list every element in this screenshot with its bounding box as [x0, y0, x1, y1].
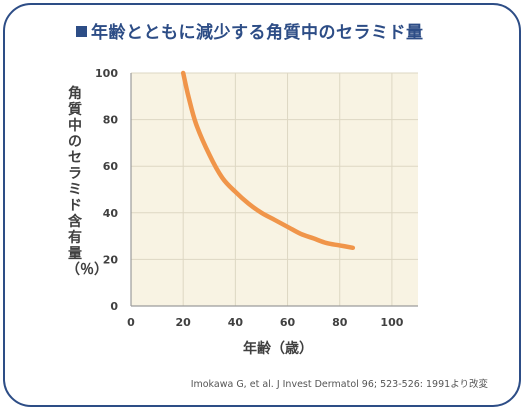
- y-tick-label: 80: [103, 114, 119, 127]
- y-tick-label: 20: [103, 253, 119, 266]
- y-tick-label: 60: [103, 160, 119, 173]
- x-tick-label: 60: [280, 316, 296, 329]
- source-citation: Imokawa G, et al. J Invest Dermatol 96; …: [190, 379, 488, 390]
- y-tick-label: 0: [110, 300, 118, 313]
- square-bullet-icon: [76, 26, 87, 37]
- plot-area: [131, 73, 418, 306]
- x-axis-label: 年齢（歳）: [243, 341, 313, 357]
- x-tick-label: 20: [176, 316, 192, 329]
- x-tick-label: 0: [127, 316, 135, 329]
- chart-title: 年齢とともに減少する角質中のセラミド量: [76, 18, 424, 43]
- x-tick-label: 40: [228, 316, 244, 329]
- y-tick-label: 40: [103, 207, 119, 220]
- x-tick-label: 80: [332, 316, 348, 329]
- y-tick-label: 100: [95, 67, 118, 80]
- y-axis-label: 角質中のセラミド含有量（％）: [66, 86, 108, 278]
- ceramide-series-line: [180, 70, 356, 251]
- chart-title-text: 年齢とともに減少する角質中のセラミド量: [91, 23, 424, 43]
- x-tick-label: 100: [380, 316, 403, 329]
